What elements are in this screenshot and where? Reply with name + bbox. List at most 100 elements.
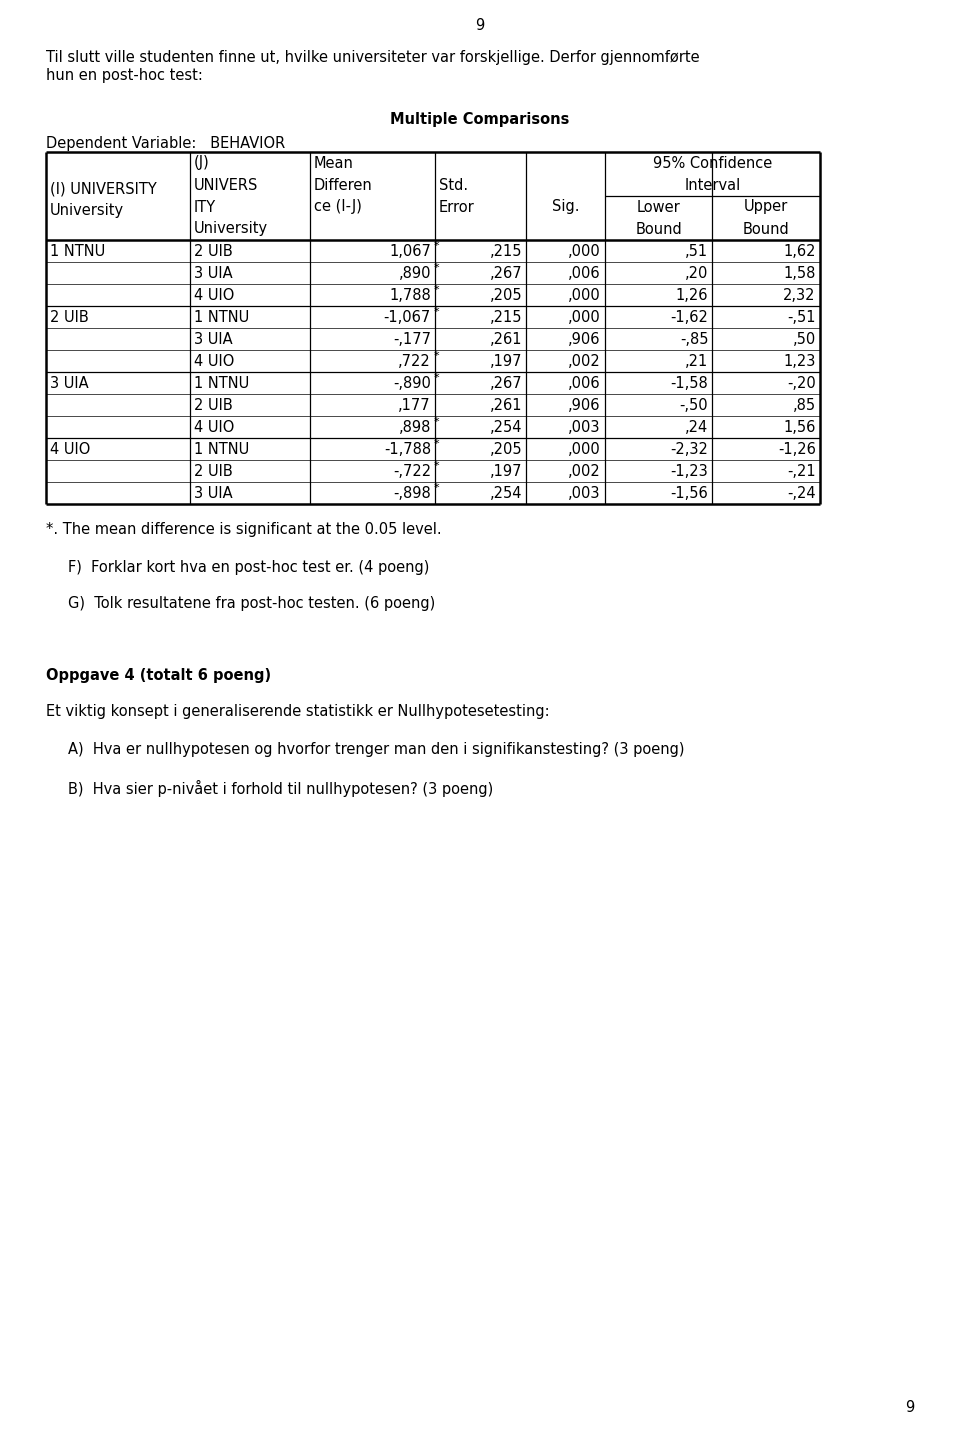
Text: 2 UIB: 2 UIB	[194, 398, 233, 412]
Text: 2 UIB: 2 UIB	[194, 243, 233, 259]
Text: 3 UIA: 3 UIA	[194, 266, 232, 280]
Text: *: *	[434, 242, 440, 252]
Text: -,898: -,898	[394, 486, 431, 500]
Text: -1,23: -1,23	[671, 463, 708, 479]
Text: ,215: ,215	[490, 309, 522, 325]
Text: Sig.: Sig.	[552, 200, 579, 214]
Text: ,215: ,215	[490, 243, 522, 259]
Text: ,722: ,722	[398, 353, 431, 369]
Text: ,906: ,906	[568, 332, 601, 346]
Text: ,261: ,261	[490, 398, 522, 412]
Text: *: *	[434, 263, 440, 273]
Text: 1,23: 1,23	[783, 353, 816, 369]
Text: -1,26: -1,26	[778, 442, 816, 456]
Text: 95% Confidence: 95% Confidence	[653, 156, 772, 170]
Text: -,20: -,20	[787, 376, 816, 390]
Text: ce (I-J): ce (I-J)	[314, 200, 362, 214]
Text: 1,067: 1,067	[389, 243, 431, 259]
Text: -,722: -,722	[393, 463, 431, 479]
Text: ,21: ,21	[685, 353, 708, 369]
Text: *: *	[434, 418, 440, 428]
Text: 1,788: 1,788	[389, 287, 431, 303]
Text: Til slutt ville studenten finne ut, hvilke universiteter var forskjellige. Derfo: Til slutt ville studenten finne ut, hvil…	[46, 50, 700, 64]
Text: 3 UIA: 3 UIA	[194, 486, 232, 500]
Text: ,000: ,000	[568, 309, 601, 325]
Text: *: *	[434, 285, 440, 295]
Text: (J): (J)	[194, 156, 210, 170]
Text: Mean: Mean	[314, 156, 354, 170]
Text: Error: Error	[439, 200, 474, 214]
Text: 2 UIB: 2 UIB	[50, 309, 89, 325]
Text: B)  Hva sier p-nivået i forhold til nullhypotesen? (3 poeng): B) Hva sier p-nivået i forhold til nullh…	[68, 779, 493, 797]
Text: -,890: -,890	[393, 376, 431, 390]
Text: *: *	[434, 460, 440, 470]
Text: ,002: ,002	[568, 463, 601, 479]
Text: 1 NTNU: 1 NTNU	[50, 243, 106, 259]
Text: ,000: ,000	[568, 442, 601, 456]
Text: ,254: ,254	[490, 419, 522, 435]
Text: 4 UIO: 4 UIO	[50, 442, 90, 456]
Text: *. The mean difference is significant at the 0.05 level.: *. The mean difference is significant at…	[46, 522, 442, 538]
Text: 2 UIB: 2 UIB	[194, 463, 233, 479]
Text: ,197: ,197	[490, 353, 522, 369]
Text: 1 NTNU: 1 NTNU	[194, 442, 250, 456]
Text: Lower: Lower	[636, 200, 681, 214]
Text: ,000: ,000	[568, 287, 601, 303]
Text: *: *	[434, 307, 440, 317]
Text: ,197: ,197	[490, 463, 522, 479]
Text: G)  Tolk resultatene fra post-hoc testen. (6 poeng): G) Tolk resultatene fra post-hoc testen.…	[68, 596, 435, 611]
Text: ,006: ,006	[568, 266, 601, 280]
Text: ,261: ,261	[490, 332, 522, 346]
Text: Differen: Differen	[314, 177, 372, 193]
Text: Std.: Std.	[439, 177, 468, 193]
Text: ,898: ,898	[398, 419, 431, 435]
Text: *: *	[434, 439, 440, 449]
Text: ITY: ITY	[194, 200, 216, 214]
Text: Et viktig konsept i generaliserende statistikk er Nullhypotesetesting:: Et viktig konsept i generaliserende stat…	[46, 704, 550, 719]
Text: 1 NTNU: 1 NTNU	[194, 309, 250, 325]
Text: ,002: ,002	[568, 353, 601, 369]
Text: -1,58: -1,58	[671, 376, 708, 390]
Text: F)  Forklar kort hva en post-hoc test er. (4 poeng): F) Forklar kort hva en post-hoc test er.…	[68, 561, 429, 575]
Text: hun en post-hoc test:: hun en post-hoc test:	[46, 69, 203, 83]
Text: -,177: -,177	[393, 332, 431, 346]
Text: 2,32: 2,32	[783, 287, 816, 303]
Text: Bound: Bound	[636, 222, 682, 236]
Text: ,000: ,000	[568, 243, 601, 259]
Text: University: University	[50, 203, 124, 217]
Text: ,205: ,205	[490, 442, 522, 456]
Text: 1,58: 1,58	[783, 266, 816, 280]
Text: ,003: ,003	[568, 419, 601, 435]
Text: ,906: ,906	[568, 398, 601, 412]
Text: 1,26: 1,26	[676, 287, 708, 303]
Text: 3 UIA: 3 UIA	[50, 376, 88, 390]
Text: 9: 9	[904, 1400, 914, 1416]
Text: -,24: -,24	[787, 486, 816, 500]
Text: -1,62: -1,62	[670, 309, 708, 325]
Text: *: *	[434, 352, 440, 362]
Text: UNIVERS: UNIVERS	[194, 177, 258, 193]
Text: ,85: ,85	[793, 398, 816, 412]
Text: ,267: ,267	[490, 266, 522, 280]
Text: Oppgave 4 (totalt 6 poeng): Oppgave 4 (totalt 6 poeng)	[46, 668, 272, 684]
Text: ,006: ,006	[568, 376, 601, 390]
Text: 4 UIO: 4 UIO	[194, 419, 234, 435]
Text: ,267: ,267	[490, 376, 522, 390]
Text: ,50: ,50	[793, 332, 816, 346]
Text: 1 NTNU: 1 NTNU	[194, 376, 250, 390]
Text: 1,56: 1,56	[783, 419, 816, 435]
Text: Bound: Bound	[743, 222, 789, 236]
Text: (I) UNIVERSITY: (I) UNIVERSITY	[50, 182, 156, 196]
Text: Multiple Comparisons: Multiple Comparisons	[391, 112, 569, 127]
Text: Interval: Interval	[684, 177, 740, 193]
Text: ,205: ,205	[490, 287, 522, 303]
Text: *: *	[434, 373, 440, 383]
Text: ,20: ,20	[684, 266, 708, 280]
Text: ,51: ,51	[685, 243, 708, 259]
Text: ,003: ,003	[568, 486, 601, 500]
Text: 4 UIO: 4 UIO	[194, 287, 234, 303]
Text: -1,56: -1,56	[671, 486, 708, 500]
Text: ,177: ,177	[398, 398, 431, 412]
Text: 4 UIO: 4 UIO	[194, 353, 234, 369]
Text: *: *	[434, 483, 440, 493]
